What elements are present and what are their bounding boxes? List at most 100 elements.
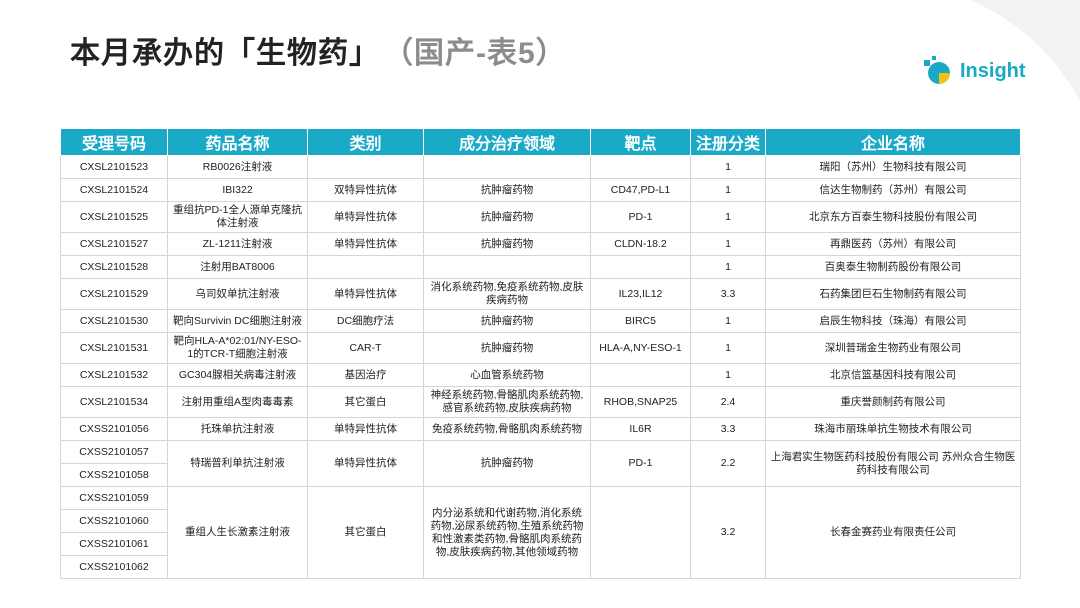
id-cell: CXSL2101532 <box>60 363 168 387</box>
target-cell <box>590 363 691 387</box>
target-cell: IL23,IL12 <box>590 278 691 310</box>
name-cell: 注射用BAT8006 <box>167 255 308 279</box>
company-cell: 启辰生物科技（珠海）有限公司 <box>765 309 1021 333</box>
area-cell: 心血管系统药物 <box>423 363 591 387</box>
table-row: CXSL2101532 GC304腺相关病毒注射液 基因治疗 心血管系统药物 1 北京信篮… <box>60 363 1021 387</box>
name-cell: 乌司奴单抗注射液 <box>167 278 308 310</box>
logo-text: Insight <box>960 59 1026 82</box>
name-cell: GC304腺相关病毒注射液 <box>167 363 308 387</box>
class-cell: 1 <box>690 178 766 202</box>
name-cell: 注射用重组A型肉毒毒素 <box>167 386 308 418</box>
header-cell: 受理号码 <box>60 128 168 156</box>
target-cell: RHOB,SNAP25 <box>590 386 691 418</box>
company-cell: 再鼎医药（苏州）有限公司 <box>765 232 1021 256</box>
id-cell: CXSS2101057 CXSS2101058 <box>60 440 168 487</box>
id: CXSS2101062 <box>61 555 167 578</box>
id-cell: CXSS2101059 CXSS2101060 CXSS2101061 CXSS210… <box>60 486 168 579</box>
table-row: CXSL2101530 靶向Survivin DC细胞注射液 DC细胞疗法 抗肿瘤药物… <box>60 309 1021 333</box>
class-cell: 2.2 <box>690 440 766 487</box>
target-cell <box>590 486 691 579</box>
area-cell: 内分泌系统和代谢药物,消化系统药物,泌尿系统药物,生殖系统药物和性激素类药物,骨… <box>423 486 591 579</box>
name-cell: 靶向Survivin DC细胞注射液 <box>167 309 308 333</box>
name-cell: IBI322 <box>167 178 308 202</box>
id: CXSL2101523 <box>79 161 149 173</box>
name-cell: 重组抗PD-1全人源单克隆抗体注射液 <box>167 201 308 233</box>
logo-icon <box>924 56 950 84</box>
category-cell: 双特异性抗体 <box>307 178 424 202</box>
subtitle: （国产-表5） <box>398 37 567 70</box>
id-cell: CXSL2101529 <box>60 278 168 310</box>
id: CXSS2101056 <box>79 423 149 435</box>
header-cell: 企业名称 <box>765 128 1021 156</box>
header-cell: 类别 <box>307 128 424 156</box>
category-cell: 单特异性抗体 <box>307 278 424 310</box>
id: CXSS2101057 <box>79 446 149 458</box>
category-cell: DC细胞疗法 <box>307 309 424 333</box>
company-cell: 重庆誉颜制药有限公司 <box>765 386 1021 418</box>
name-cell: 特瑞普利单抗注射液 <box>167 440 308 487</box>
target-cell <box>590 155 691 179</box>
company-cell: 北京东方百泰生物科技股份有限公司 <box>765 201 1021 233</box>
header-cell: 成分治疗领域 <box>423 128 591 156</box>
table-row: CXSL2101525 重组抗PD-1全人源单克隆抗体注射液 单特异性抗体 抗肿瘤药物… <box>60 201 1021 233</box>
class-cell: 3.3 <box>690 278 766 310</box>
category-cell: 单特异性抗体 <box>307 232 424 256</box>
class-cell: 3.2 <box>690 486 766 579</box>
target-cell: HLA-A,NY-ESO-1 <box>590 332 691 364</box>
id: CXSL2101525 <box>79 211 149 223</box>
table-row: CXSL2101531 靶向HLA-A*02:01/NY-ESO-1的TCR-T细… <box>60 332 1021 364</box>
table-row: CXSL2101534 注射用重组A型肉毒毒素 其它蛋白 神经系统药物,骨骼肌肉系统药… <box>60 386 1021 418</box>
header-row: 受理号码 药品名称 类别 成分治疗领域 靶点 注册分类 企业名称 <box>60 128 1021 156</box>
company-cell: 珠海市丽珠单抗生物技术有限公司 <box>765 417 1021 441</box>
company-cell: 深圳普瑞金生物药业有限公司 <box>765 332 1021 364</box>
company-cell: 北京信篮基因科技有限公司 <box>765 363 1021 387</box>
company-cell: 信达生物制药（苏州）有限公司 <box>765 178 1021 202</box>
id-cell: CXSS2101056 <box>60 417 168 441</box>
decoration <box>970 0 1080 100</box>
id-cell: CXSL2101523 <box>60 155 168 179</box>
area-cell: 抗肿瘤药物 <box>423 201 591 233</box>
title: 本月承办的「生物药」 （国产-表5） <box>70 28 567 72</box>
class-cell: 1 <box>690 332 766 364</box>
category-cell <box>307 255 424 279</box>
table-row: CXSL2101524 IBI322 双特异性抗体 抗肿瘤药物 CD47,PD-L1 1 信… <box>60 178 1021 202</box>
id: CXSL2101532 <box>79 369 149 381</box>
id: CXSS2101060 <box>61 509 167 532</box>
table-row: CXSL2101523 RB0026注射液 1 瑞阳（苏州）生物科技有限公司 <box>60 155 1021 179</box>
company-cell: 长春金赛药业有限责任公司 <box>765 486 1021 579</box>
name-cell: ZL-1211注射液 <box>167 232 308 256</box>
table: 受理号码 药品名称 类别 成分治疗领域 靶点 注册分类 企业名称 CXSL2101523 RB… <box>60 128 1021 579</box>
table-row: CXSL2101528 注射用BAT8006 1 百奥泰生物制药股份有限公司 <box>60 255 1021 279</box>
target-cell: BIRC5 <box>590 309 691 333</box>
area-cell: 抗肿瘤药物 <box>423 232 591 256</box>
class-cell: 1 <box>690 255 766 279</box>
area-cell: 抗肿瘤药物 <box>423 178 591 202</box>
category-cell: 其它蛋白 <box>307 486 424 579</box>
id-cell: CXSL2101524 <box>60 178 168 202</box>
name-cell: 重组人生长激素注射液 <box>167 486 308 579</box>
company-cell: 上海君实生物医药科技股份有限公司 苏州众合生物医药科技有限公司 <box>765 440 1021 487</box>
table-row: CXSS2101056 托珠单抗注射液 单特异性抗体 免疫系统药物,骨骼肌肉系统药物 I… <box>60 417 1021 441</box>
category-cell <box>307 155 424 179</box>
header-cell: 注册分类 <box>690 128 766 156</box>
id-cell: CXSL2101527 <box>60 232 168 256</box>
category-cell: 单特异性抗体 <box>307 440 424 487</box>
class-cell: 1 <box>690 309 766 333</box>
id-cell: CXSL2101531 <box>60 332 168 364</box>
id: CXSL2101530 <box>79 315 149 327</box>
id: CXSS2101061 <box>61 532 167 555</box>
area-cell: 免疫系统药物,骨骼肌肉系统药物 <box>423 417 591 441</box>
id: CXSL2101528 <box>79 261 149 273</box>
category-cell: 其它蛋白 <box>307 386 424 418</box>
category-cell: 基因治疗 <box>307 363 424 387</box>
target-cell: CLDN-18.2 <box>590 232 691 256</box>
class-cell: 1 <box>690 363 766 387</box>
table-row: CXSL2101527 ZL-1211注射液 单特异性抗体 抗肿瘤药物 CLDN-18.… <box>60 232 1021 256</box>
id: CXSL2101531 <box>79 342 149 354</box>
area-cell: 抗肿瘤药物 <box>423 309 591 333</box>
area-cell: 抗肿瘤药物 <box>423 332 591 364</box>
table-row: CXSS2101057 CXSS2101058 特瑞普利单抗注射液 单特异性抗体 抗肿瘤… <box>60 440 1021 487</box>
target-cell: IL6R <box>590 417 691 441</box>
id-cell: CXSL2101530 <box>60 309 168 333</box>
